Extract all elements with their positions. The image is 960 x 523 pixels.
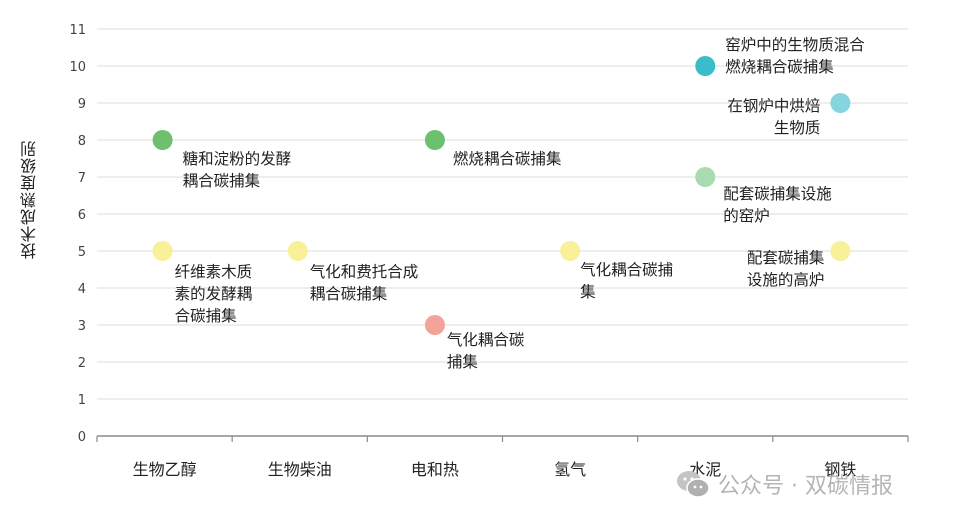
data-point bbox=[424, 130, 445, 150]
y-tick-label: 6 bbox=[78, 208, 86, 223]
y-tick-label: 3 bbox=[78, 319, 86, 334]
point-annotation: 糖和淀粉的发酵 耦合碳捕集 bbox=[182, 150, 292, 190]
data-point bbox=[152, 130, 173, 150]
grid-lines bbox=[97, 28, 908, 400]
y-tick-label: 4 bbox=[78, 282, 86, 297]
y-tick-label: 9 bbox=[78, 97, 86, 112]
point-annotation: 气化和费托合成 耦合碳捕集 bbox=[309, 263, 419, 303]
x-category-label: 生物乙醇 bbox=[132, 460, 197, 479]
point-annotation: 纤维素木质 素的发酵耦 合碳捕集 bbox=[174, 263, 253, 325]
x-axis bbox=[96, 435, 909, 442]
x-category-label: 氢气 bbox=[554, 460, 587, 479]
data-points bbox=[152, 56, 851, 335]
y-tick-label: 0 bbox=[78, 430, 86, 445]
watermark: 公众号 · 双碳情报 bbox=[676, 468, 893, 500]
point-annotation: 窑炉中的生物质混合 燃烧耦合碳捕集 bbox=[725, 36, 865, 76]
y-tick-label: 8 bbox=[78, 134, 86, 149]
data-point bbox=[830, 241, 851, 261]
y-tick-label: 10 bbox=[69, 60, 86, 75]
x-category-label: 钢铁 bbox=[824, 460, 857, 479]
data-point bbox=[560, 241, 581, 261]
y-tick-label: 5 bbox=[78, 245, 86, 260]
y-axis-label: 技术成熟度级别 bbox=[20, 140, 39, 259]
y-axis-ticks: 0 1 2 3 4 5 6 7 8 9 10 11 bbox=[69, 23, 86, 445]
data-point bbox=[695, 56, 716, 76]
data-point bbox=[830, 93, 851, 113]
point-annotation: 气化耦合碳 捕集 bbox=[446, 331, 525, 371]
point-annotation: 气化耦合碳捕 集 bbox=[580, 261, 674, 301]
x-category-label: 电和热 bbox=[410, 460, 459, 479]
y-tick-label: 11 bbox=[69, 23, 86, 38]
data-point bbox=[152, 241, 173, 261]
watermark-text: 公众号 · 双碳情报 bbox=[718, 474, 893, 499]
y-tick-label: 7 bbox=[78, 171, 86, 186]
data-point bbox=[695, 167, 716, 187]
data-point bbox=[424, 315, 445, 335]
y-tick-label: 2 bbox=[78, 356, 86, 371]
point-annotation: 燃烧耦合碳捕集 bbox=[452, 150, 562, 168]
wechat-icon bbox=[676, 469, 710, 499]
x-category-label: 生物柴油 bbox=[267, 460, 332, 479]
point-annotation: 配套碳捕集 设施的高炉 bbox=[746, 249, 825, 289]
y-tick-label: 1 bbox=[78, 393, 86, 408]
point-annotation: 配套碳捕集设施 的窑炉 bbox=[723, 185, 832, 225]
data-point bbox=[287, 241, 308, 261]
point-annotation: 在钢炉中烘焙 生物质 bbox=[727, 97, 821, 137]
